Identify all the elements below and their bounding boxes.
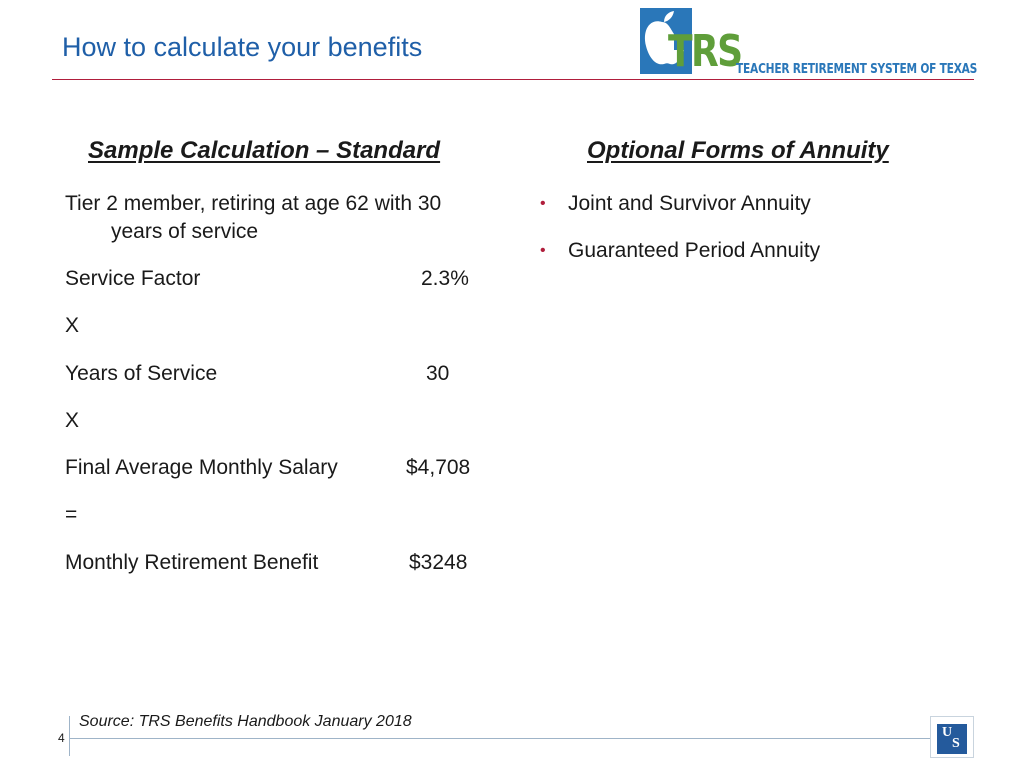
final-average-salary-value: $4,708 — [406, 456, 471, 479]
slide-title: How to calculate your benefits — [62, 32, 423, 62]
bullet-icon: • — [540, 242, 546, 259]
optional-forms-heading: Optional Forms of Annuity — [587, 137, 889, 164]
logo-full-name: TEACHER RETIREMENT SYSTEM OF TEXAS — [736, 62, 978, 77]
trs-logo: TRS TEACHER RETIREMENT SYSTEM OF TEXAS — [640, 8, 977, 77]
annuity-option-label: Joint and Survivor Annuity — [568, 192, 811, 215]
bullet-icon: • — [540, 195, 546, 212]
monthly-benefit-value: $3248 — [409, 551, 468, 574]
final-average-salary-label: Final Average Monthly Salary — [65, 456, 338, 479]
service-factor-value: 2.3% — [421, 267, 469, 290]
years-of-service-label: Years of Service — [65, 362, 218, 385]
apple-icon — [640, 8, 692, 74]
monthly-benefit-label: Monthly Retirement Benefit — [65, 551, 319, 574]
page-number: 4 — [58, 731, 65, 745]
service-factor-label: Service Factor — [65, 267, 201, 290]
us-logo-letter-u: U — [942, 725, 953, 740]
us-logo-letter-s: S — [952, 736, 960, 751]
calculation-intro: Tier 2 member, retiring at age 62 with 3… — [65, 190, 485, 246]
footer-vertical-rule — [69, 716, 70, 756]
source-citation: Source: TRS Benefits Handbook January 20… — [79, 713, 412, 730]
equals-operator: = — [65, 503, 78, 526]
us-logo: U S — [930, 716, 974, 758]
footer-horizontal-rule — [69, 738, 965, 739]
multiply-operator: X — [65, 409, 80, 432]
years-of-service-value: 30 — [426, 362, 450, 385]
intro-line-2: years of service — [111, 220, 259, 243]
multiply-operator: X — [65, 314, 80, 337]
intro-line-1: Tier 2 member, retiring at age 62 with 3… — [65, 192, 442, 215]
annuity-option-label: Guaranteed Period Annuity — [568, 239, 821, 262]
logo-acronym: TRS — [668, 26, 743, 77]
title-divider — [52, 79, 974, 80]
us-logo-mark: U S — [937, 724, 967, 754]
sample-calculation-heading: Sample Calculation – Standard — [88, 137, 441, 164]
